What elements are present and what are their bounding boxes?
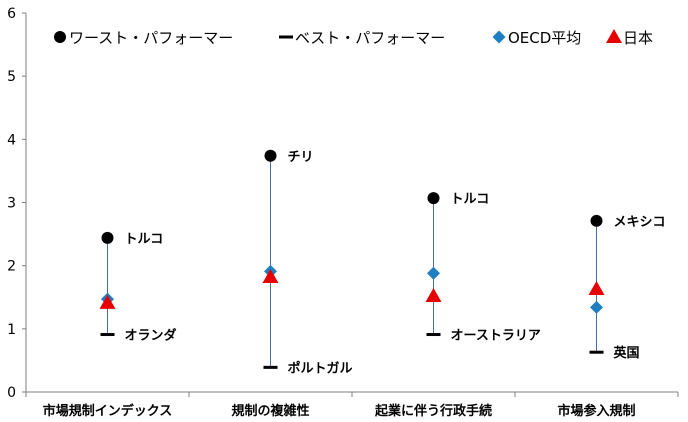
legend-marker — [54, 31, 66, 43]
point-dash — [263, 365, 278, 369]
point-dash — [426, 333, 441, 337]
data-label: チリ — [288, 150, 314, 165]
data-label: メキシコ — [614, 215, 666, 230]
legend-marker — [492, 30, 506, 44]
point-dash — [100, 333, 115, 337]
point-dash — [589, 350, 604, 354]
point-circle — [427, 192, 440, 205]
point-triangle — [99, 294, 116, 309]
legend-label: 日本 — [623, 29, 653, 47]
point-diamond — [427, 266, 440, 280]
data-label: オーストラリア — [451, 329, 541, 344]
data-label: ポルトガル — [288, 360, 353, 376]
point-triangle — [588, 281, 605, 296]
x-tick-label: 市場参入規制 — [557, 403, 635, 419]
data-label: オランダ — [125, 328, 177, 344]
legend-marker — [606, 29, 622, 43]
point-triangle — [262, 269, 279, 284]
y-tick-label: 3 — [7, 196, 16, 212]
legend: ワースト・パフォーマー ベスト・パフォーマー OECD平均 日本 — [54, 29, 653, 47]
point-circle — [264, 149, 277, 162]
data-label: トルコ — [451, 192, 490, 207]
legend-label: ワースト・パフォーマー — [69, 29, 233, 47]
point-circle — [590, 214, 603, 227]
y-tick-label: 0 — [7, 385, 16, 401]
y-tick-label: 6 — [7, 6, 16, 22]
x-tick-label: 規制の複雑性 — [231, 403, 309, 419]
data-label: 英国 — [613, 345, 640, 361]
axes: 0 1 2 3 4 5 6 市場規制インデックス 規制の複雑性 起業に伴う行政手続 市場参入規制 — [7, 6, 679, 419]
point-triangle — [425, 287, 442, 302]
data-label: トルコ — [125, 232, 164, 247]
y-tick-label: 4 — [7, 132, 16, 148]
legend-marker — [279, 35, 293, 39]
x-tick-label: 起業に伴う行政手続 — [374, 403, 492, 419]
y-tick-label: 2 — [7, 259, 16, 275]
legend-label: OECD平均 — [508, 29, 581, 47]
x-tick-label: 市場規制インデックス — [43, 403, 173, 419]
point-diamond — [590, 300, 603, 314]
y-tick-label: 5 — [7, 69, 16, 85]
y-tick-label: 1 — [7, 322, 16, 338]
legend-label: ベスト・パフォーマー — [295, 29, 445, 47]
point-circle — [101, 231, 114, 244]
